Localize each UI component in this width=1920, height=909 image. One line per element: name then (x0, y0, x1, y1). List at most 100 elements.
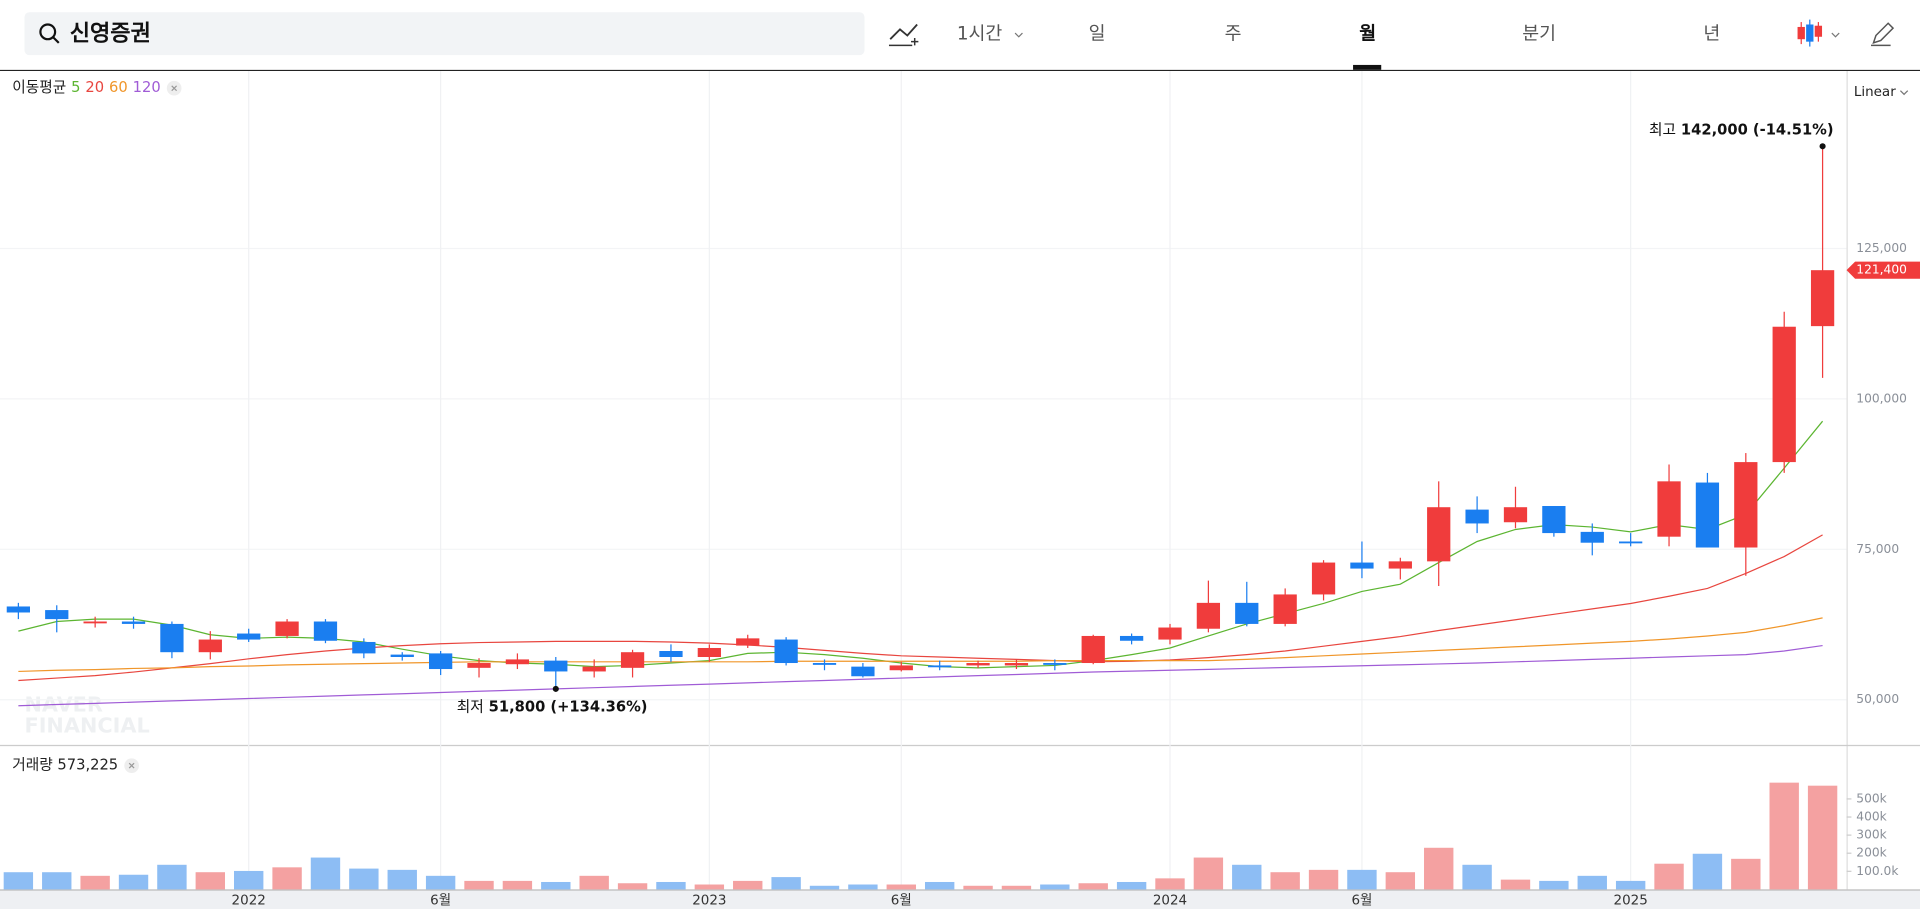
dropdown-arrow (1014, 32, 1023, 38)
moving-average-line (18, 644, 1823, 707)
indicator-plus (911, 37, 919, 46)
candle-body (1619, 541, 1643, 544)
price-tag-label: 121,400 (1856, 263, 1907, 277)
candle-body (390, 654, 414, 658)
volume-bar (733, 880, 763, 890)
candle-body (1350, 562, 1374, 569)
volume-bar (1385, 872, 1416, 890)
volume-tick-label: 500k (1856, 791, 1887, 805)
candle-body (313, 621, 338, 641)
tab-underline (1353, 64, 1382, 70)
candle-body (659, 650, 683, 658)
volume-bar (1232, 864, 1262, 890)
candle-body (1695, 482, 1720, 548)
volume-bar (349, 868, 379, 890)
volume-bar (771, 877, 801, 890)
volume-bar (234, 870, 264, 890)
low-annotation-label: 최저 (457, 698, 484, 715)
volume-tick-label: 400k (1856, 810, 1887, 824)
volume-bar (1500, 879, 1531, 890)
candle-body (1734, 462, 1758, 548)
candle-body (505, 659, 530, 665)
x-tick-label: 2024 (1153, 892, 1187, 908)
candle-body (1043, 663, 1067, 665)
volume-bar (42, 872, 72, 890)
candle-body (544, 660, 568, 672)
volume-bar (1040, 884, 1070, 890)
candle-body (160, 623, 184, 653)
high-annotation-label: 최고 (1649, 121, 1676, 138)
dropdown-arrow (1831, 32, 1840, 38)
candle-body (1427, 507, 1451, 562)
volume-bar (1807, 785, 1838, 890)
ma-legend-item: 120 (133, 79, 161, 96)
ma-legend-item: 5 (71, 79, 80, 96)
x-tick-label: 6월 (891, 892, 912, 908)
candle-body (1503, 507, 1528, 523)
moving-average-line (18, 617, 1823, 673)
volume-bar (3, 872, 34, 890)
tab-active[interactable]: 월 (1359, 23, 1376, 44)
close-x (128, 762, 135, 769)
candle-body (6, 606, 31, 613)
candle-body (1119, 635, 1144, 641)
tab[interactable]: 년 (1703, 23, 1720, 44)
volume-bar (195, 872, 225, 890)
volume-bar (1193, 857, 1224, 890)
icon-body (1797, 26, 1805, 40)
search-box[interactable] (24, 12, 865, 56)
volume-bar (272, 867, 302, 890)
candle-body (121, 621, 146, 624)
volume-bar (502, 880, 533, 890)
tab[interactable]: 일 (1089, 23, 1106, 44)
volume-bar (924, 881, 955, 890)
x-tick-label: 6월 (1351, 892, 1372, 908)
x-tick-label: 2025 (1614, 892, 1648, 908)
volume-bar (1615, 880, 1646, 890)
x-tick-label: 2022 (232, 892, 266, 908)
tab[interactable]: 1시간 (957, 23, 1003, 44)
candle-body (467, 663, 491, 668)
chart-type-icon[interactable] (1797, 19, 1823, 47)
dropdown-arrow (1899, 90, 1909, 96)
icon-body (1814, 25, 1823, 37)
candle-body (812, 663, 837, 665)
candle-body (1465, 509, 1489, 524)
volume-bar (694, 884, 725, 890)
candle-body (697, 647, 721, 658)
y-tick-label: 125,000 (1856, 241, 1907, 255)
icon-body (1806, 24, 1814, 42)
y-tick-label: 75,000 (1856, 542, 1899, 556)
candle-body (83, 621, 107, 624)
volume-bar (310, 857, 341, 890)
candle-body (1273, 594, 1297, 624)
volume-bar (656, 881, 686, 890)
volume-bar (387, 869, 417, 890)
candle-body (1772, 326, 1796, 463)
volume-bar (886, 884, 916, 890)
candle-body (1235, 602, 1259, 624)
tab[interactable]: 분기 (1522, 23, 1556, 44)
candle-body (1810, 270, 1835, 327)
low-annotation: 최저 51,800 (+134.36%) (457, 698, 648, 715)
volume-bar (425, 875, 456, 890)
candle-body (1580, 531, 1604, 543)
candle-body (1657, 481, 1681, 537)
volume-bar (80, 875, 110, 890)
draw-icon[interactable] (1871, 22, 1895, 47)
volume-bar (1539, 880, 1569, 890)
volume-legend: 거래량 573,225 (12, 757, 118, 774)
candle-body (1311, 562, 1336, 595)
candle-body (774, 639, 798, 664)
high-annotation: 최고 142,000 (-14.51%) (1649, 121, 1834, 138)
scale-label[interactable]: Linear (1854, 84, 1896, 100)
indicator-icon[interactable] (889, 23, 918, 40)
candle-body (1158, 627, 1182, 640)
tab[interactable]: 주 (1225, 23, 1242, 44)
x-axis-band (0, 889, 1920, 909)
candle-body (1542, 506, 1566, 534)
candle-body (1196, 602, 1221, 629)
price-tag (1846, 261, 1920, 279)
volume-bar (1731, 858, 1761, 890)
